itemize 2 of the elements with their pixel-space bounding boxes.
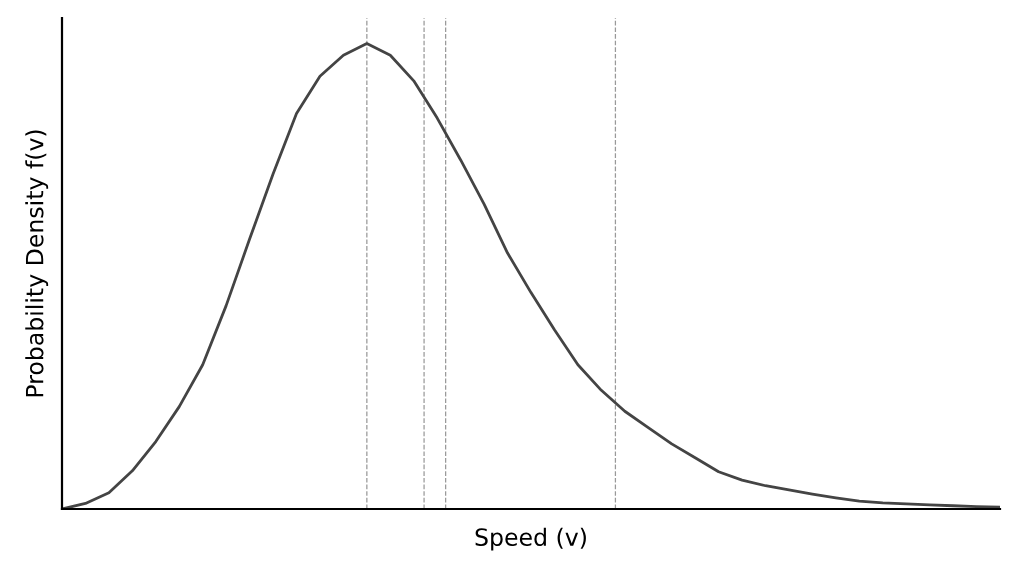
y-axis-title: Probability Density f(v) bbox=[25, 130, 49, 397]
x-axis-title: Speed (v) bbox=[475, 527, 586, 551]
